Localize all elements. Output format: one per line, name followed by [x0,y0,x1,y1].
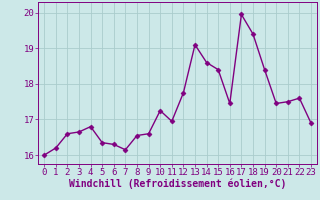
X-axis label: Windchill (Refroidissement éolien,°C): Windchill (Refroidissement éolien,°C) [69,179,286,189]
